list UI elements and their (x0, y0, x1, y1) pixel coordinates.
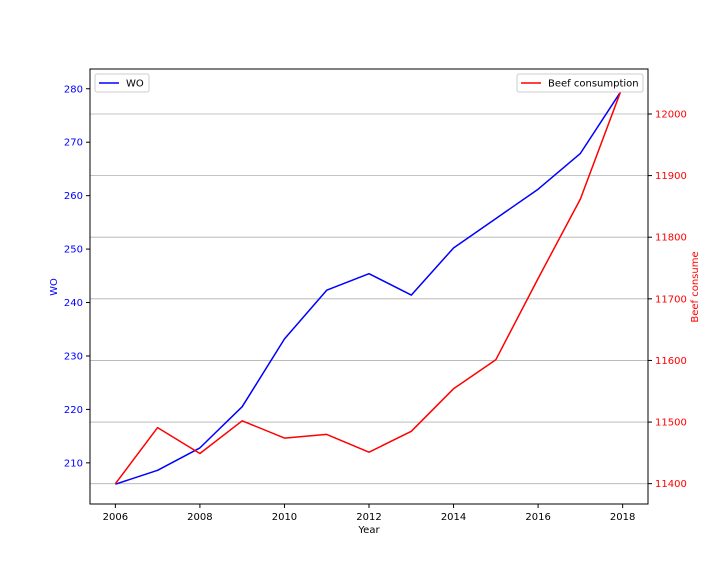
right-y-tick-label: 11700 (655, 294, 687, 305)
x-tick-label: 2006 (103, 512, 128, 523)
right-y-tick-label: 11600 (655, 356, 687, 367)
left-y-tick-label: 210 (64, 458, 83, 469)
right-y-tick-label: 11800 (655, 233, 687, 244)
right-y-axis: 11400 11500 11600 11700 11800 11900 12000 (648, 109, 687, 490)
left-y-axis: 210 220 230 240 250 260 270 280 (64, 84, 90, 469)
x-axis-label: Year (357, 525, 380, 536)
right-y-tick-label: 11900 (655, 171, 687, 182)
series-lines (114, 86, 624, 485)
right-axis-label: Beef consume (690, 251, 701, 322)
x-axis: 2006 2008 2010 2012 2014 2016 2018 (103, 504, 635, 523)
left-y-tick-label: 220 (64, 405, 83, 416)
left-axis-label: WO (49, 278, 60, 296)
right-y-tick-label: 11500 (655, 418, 687, 429)
legend-wo: WO (94, 73, 150, 93)
legend-beef-label: Beef consumption (548, 79, 639, 90)
right-y-tick-label: 11400 (655, 479, 687, 490)
x-tick-label: 2014 (441, 512, 466, 523)
x-tick-label: 2016 (525, 512, 550, 523)
x-tick-label: 2010 (272, 512, 297, 523)
left-y-tick-label: 280 (64, 84, 83, 95)
x-tick-label: 2008 (187, 512, 212, 523)
left-y-tick-label: 230 (64, 351, 83, 362)
left-y-tick-label: 240 (64, 298, 83, 309)
x-tick-label: 2012 (356, 512, 381, 523)
legend-wo-label: WO (126, 79, 144, 90)
legend-beef-box (516, 73, 644, 93)
legend-beef-consumption: Beef consumption (516, 73, 644, 93)
series-line-wo (115, 88, 624, 485)
left-y-tick-label: 260 (64, 191, 83, 202)
left-y-tick-label: 250 (64, 245, 83, 256)
x-tick-label: 2018 (610, 512, 635, 523)
left-y-tick-label: 270 (64, 138, 83, 149)
legend-wo-box (94, 73, 150, 93)
series-line-beef-consumption (114, 86, 624, 485)
right-y-tick-label: 12000 (655, 109, 687, 120)
